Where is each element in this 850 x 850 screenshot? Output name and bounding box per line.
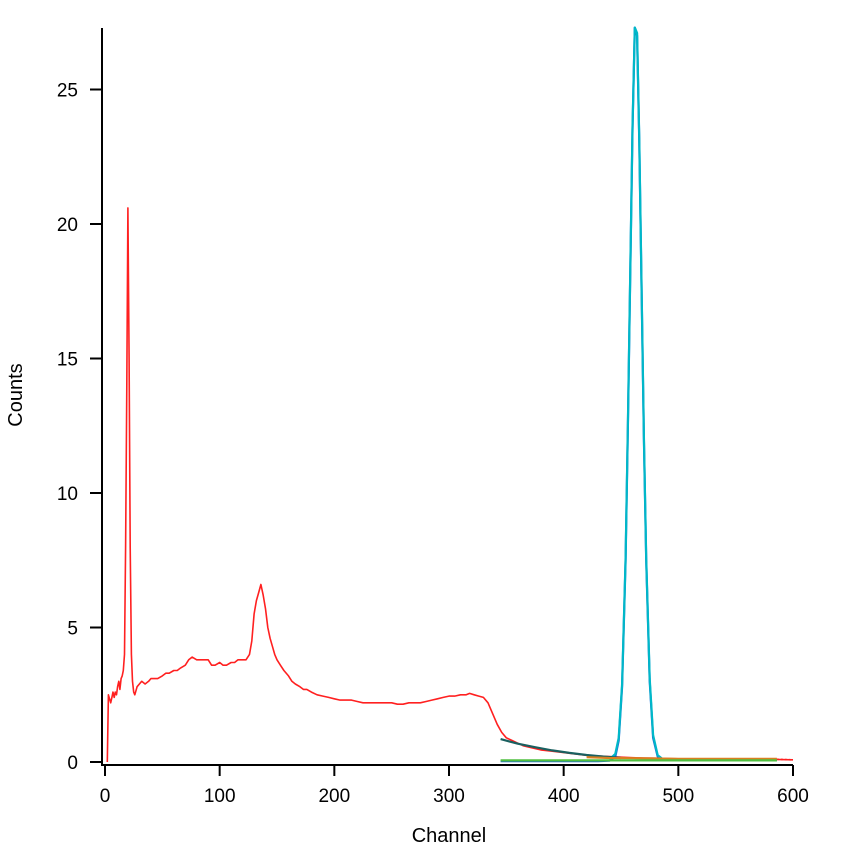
x-axis-title: Channel: [412, 825, 487, 847]
series-line-1-tail: [776, 758, 794, 761]
series-line-1: [106, 207, 794, 763]
y-axis-ticks: 0 5 10 15 20 25: [57, 81, 102, 774]
series-line-3: [608, 26, 663, 761]
x-tick-label-500: 500: [662, 786, 694, 807]
x-tick-label-600: 600: [777, 786, 809, 807]
x-axis-ticks: 0 100 200 300 400 500 600: [100, 765, 809, 807]
y-axis-title: Counts: [5, 363, 27, 426]
y-tick-label-10: 10: [57, 484, 78, 505]
series-line-5: [586, 756, 777, 760]
y-tick-label-0: 0: [67, 753, 78, 774]
x-tick-label-200: 200: [318, 786, 350, 807]
x-tick-label-100: 100: [204, 786, 236, 807]
y-tick-label-5: 5: [67, 619, 78, 640]
y-tick-label-20: 20: [57, 215, 78, 236]
series-line-4: [500, 738, 622, 760]
x-tick-label-300: 300: [433, 786, 465, 807]
y-tick-label-15: 15: [57, 350, 78, 371]
x-tick-label-400: 400: [548, 786, 580, 807]
y-tick-label-25: 25: [57, 81, 78, 102]
x-tick-label-0: 0: [100, 786, 111, 807]
plot-area: [106, 26, 794, 763]
